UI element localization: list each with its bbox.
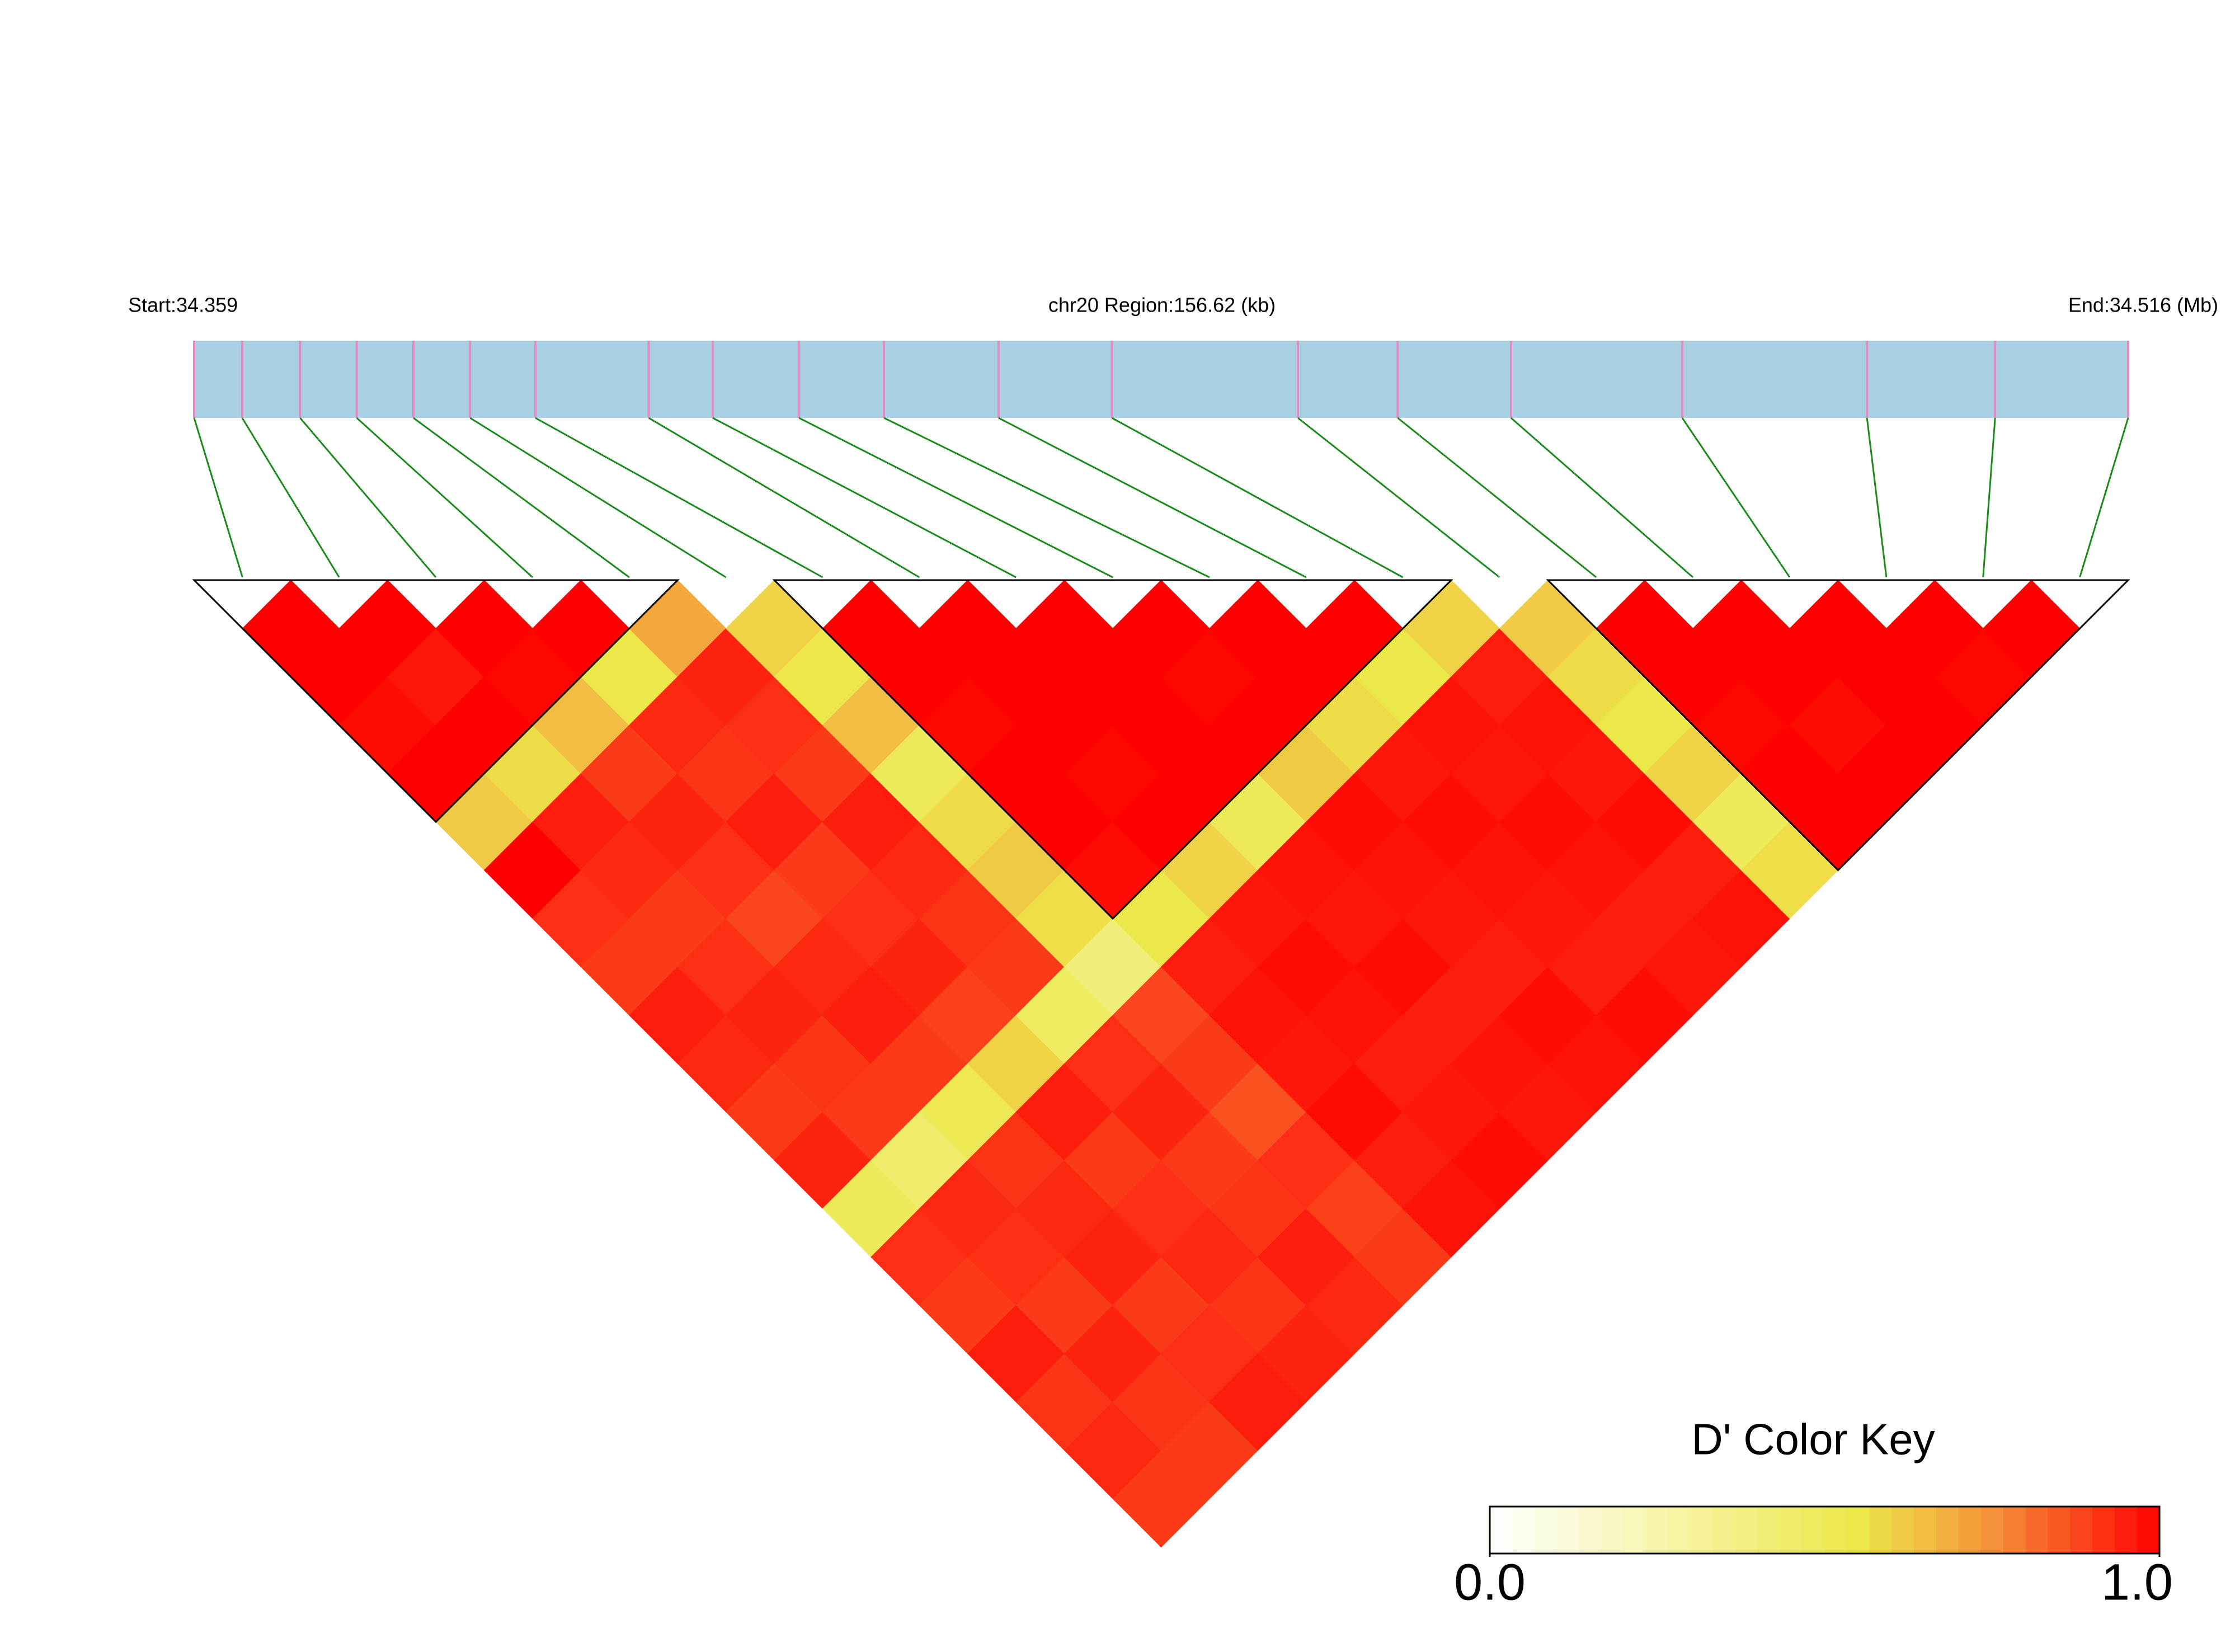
snp-link (998, 417, 1307, 578)
color-key-step (1802, 1507, 1825, 1554)
color-key-step (1713, 1507, 1736, 1554)
snp-link (1681, 417, 1791, 578)
ld-block (192, 579, 680, 823)
color-key-step (1691, 1507, 1714, 1554)
color-key-step (1668, 1507, 1692, 1554)
color-key-step (2092, 1507, 2116, 1554)
color-key-step (2025, 1507, 2049, 1554)
color-key-step (1490, 1507, 1513, 1554)
color-key-step (1735, 1507, 1758, 1554)
color-key-tick-label: 1.0 (2101, 1554, 2173, 1611)
region-label: chr20 Region:156.62 (kb) (1048, 294, 1276, 317)
color-key-step (1757, 1507, 1781, 1554)
color-key-step (1624, 1507, 1647, 1554)
snp-link (193, 417, 243, 578)
snp-link (883, 417, 1210, 578)
color-key-title: D' Color Key (1691, 1415, 1935, 1464)
snp-link (1510, 417, 1694, 578)
color-key-frame (1489, 1505, 2161, 1555)
snp-link (1297, 417, 1500, 578)
color-key-step (2115, 1507, 2138, 1554)
color-key-step (2137, 1507, 2160, 1554)
color-key-step (1534, 1507, 1558, 1554)
color-key-step (2070, 1507, 2093, 1554)
snp-link (299, 417, 437, 578)
snp-link (798, 417, 1113, 578)
snp-link (535, 417, 824, 578)
snp-link (2079, 417, 2129, 578)
snp-link (1111, 417, 1404, 578)
color-key-step (1780, 1507, 1803, 1554)
color-key-step (1646, 1507, 1669, 1554)
color-key-step (1914, 1507, 1937, 1554)
color-key-step (2003, 1507, 2026, 1554)
color-key-step (1579, 1507, 1602, 1554)
ld-block (772, 579, 1453, 920)
color-key-step (1891, 1507, 1915, 1554)
color-key-step (1869, 1507, 1893, 1554)
end-label: End:34.516 (Mb) (2068, 294, 2218, 317)
color-key-step (1958, 1507, 1982, 1554)
snp-link (1397, 417, 1597, 578)
color-key-step (1601, 1507, 1625, 1554)
snp-link (469, 417, 727, 578)
color-key-step (1556, 1507, 1580, 1554)
ld-block (1546, 579, 2130, 872)
start-label: Start:34.359 (128, 294, 238, 317)
snp-link (712, 417, 1017, 578)
snp-link (241, 417, 340, 578)
color-key-step (1824, 1507, 1848, 1554)
color-key-step (1512, 1507, 1535, 1554)
snp-link (356, 417, 533, 578)
color-key-step (1936, 1507, 1959, 1554)
color-key-tick-label: 0.0 (1454, 1554, 1526, 1611)
snp-track (194, 341, 2128, 418)
color-key-step (1980, 1507, 2004, 1554)
snp-link (413, 417, 630, 578)
color-key-step (1847, 1507, 1870, 1554)
snp-link (648, 417, 920, 578)
color-key-step (2048, 1507, 2071, 1554)
snp-link (1982, 417, 1996, 578)
snp-link (1866, 417, 1888, 578)
